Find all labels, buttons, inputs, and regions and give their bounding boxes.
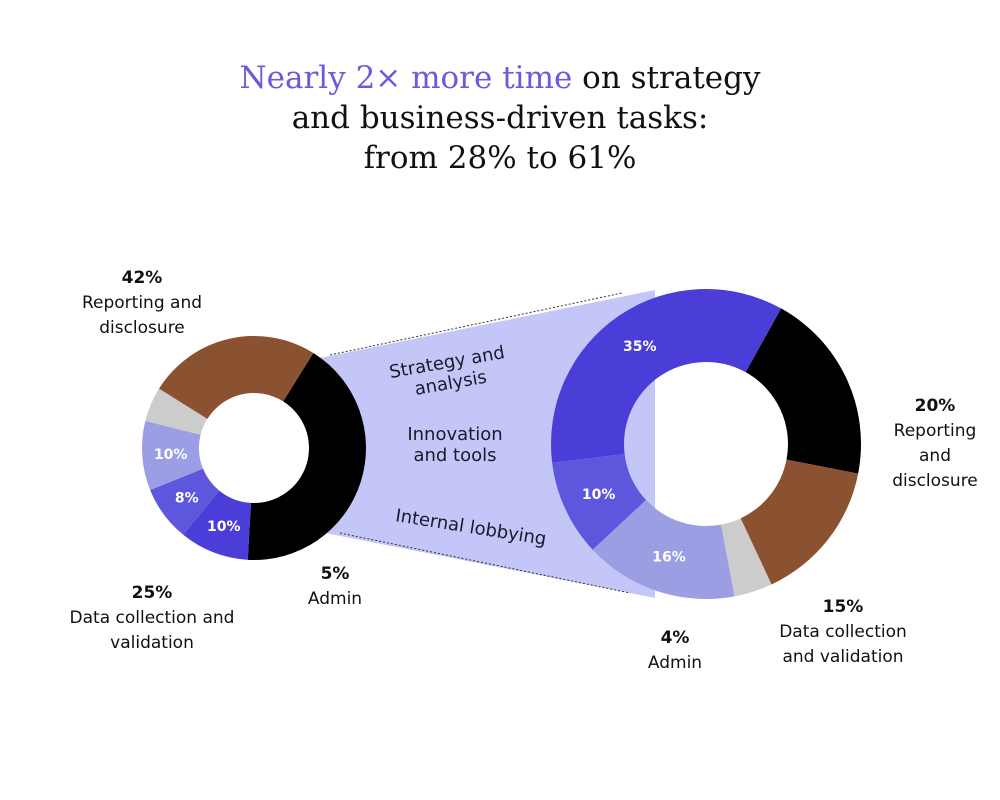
left-donut-slice-data-collection-and-validation xyxy=(159,336,314,419)
right-label-admin-text: Admin xyxy=(648,653,702,673)
title-line-3: from 28% to 61% xyxy=(363,140,637,176)
right-label-reporting-text: disclosure xyxy=(892,471,978,491)
right-donut-slice-strategy-and-analysis xyxy=(551,288,782,463)
right-label-data-pct: 15% xyxy=(823,597,864,617)
band-label-innovation-line: Innovation xyxy=(407,424,502,445)
right-label-data: 15% Data collection and validation xyxy=(779,597,907,667)
left-donut-slice-admin xyxy=(145,388,208,435)
left-donut-value-innovation-and-tools: 8% xyxy=(175,491,199,507)
left-label-admin-pct: 5% xyxy=(321,564,350,584)
left-label-data: 25% Data collection and validation xyxy=(70,583,235,653)
connector-line-top xyxy=(329,292,623,356)
right-label-reporting: 20% Reporting and disclosure xyxy=(892,396,978,491)
right-label-admin-pct: 4% xyxy=(661,628,690,648)
right-donut-slice-data-collection-and-validation xyxy=(740,459,859,585)
right-label-reporting-text: and xyxy=(919,446,951,466)
right-donut: 35% 16% 10% xyxy=(551,288,861,599)
connector-band xyxy=(320,290,655,598)
right-donut-slice-innovation-and-tools xyxy=(552,453,647,550)
right-donut-value-internal-lobbying: 16% xyxy=(652,550,686,566)
left-label-reporting: 42% Reporting and disclosure xyxy=(82,268,202,338)
left-donut-slice-innovation-and-tools xyxy=(150,468,220,535)
left-donut-value-internal-lobbying: 10% xyxy=(154,447,188,463)
left-donut-value-strategy-and-analysis: 10% xyxy=(207,519,241,535)
right-donut-value-strategy-and-analysis: 35% xyxy=(623,339,657,355)
title-highlight: Nearly 2× more time xyxy=(239,60,573,96)
connector-band-layer xyxy=(320,290,655,598)
left-label-admin-text: Admin xyxy=(308,589,362,609)
right-label-reporting-pct: 20% xyxy=(915,396,956,416)
right-donut-slice-reporting-and-disclosure xyxy=(745,308,861,474)
band-label-innovation-line: and tools xyxy=(413,445,496,466)
right-label-data-text: Data collection xyxy=(779,622,907,642)
left-donut: 10% 8% 10% xyxy=(142,336,367,561)
right-donut-slice-internal-lobbying xyxy=(592,499,735,599)
title-line-2: and business-driven tasks: xyxy=(291,100,709,136)
right-donut-slice-admin xyxy=(721,518,772,597)
right-label-data-text: and validation xyxy=(782,647,903,667)
title-rest: on strategy xyxy=(572,60,761,96)
left-donut-slice-strategy-and-analysis xyxy=(183,490,251,560)
left-label-reporting-text: disclosure xyxy=(99,318,185,338)
left-label-data-text: validation xyxy=(110,633,194,653)
left-label-admin: 5% Admin xyxy=(308,564,362,609)
right-label-admin: 4% Admin xyxy=(648,628,702,673)
connector-line-bottom xyxy=(339,532,631,594)
left-donut-slice-internal-lobbying xyxy=(142,420,204,490)
left-label-data-text: Data collection and xyxy=(70,608,235,628)
left-label-data-pct: 25% xyxy=(132,583,173,603)
right-donut-value-innovation-and-tools: 10% xyxy=(582,487,616,503)
left-label-reporting-pct: 42% xyxy=(122,268,163,288)
left-label-reporting-text: Reporting and xyxy=(82,293,202,313)
chart-title: Nearly 2× more time on strategy and busi… xyxy=(0,58,1000,178)
right-label-reporting-text: Reporting xyxy=(894,421,977,441)
left-donut-slice-reporting-and-disclosure xyxy=(247,353,367,561)
band-label-innovation: Innovation and tools xyxy=(407,424,502,466)
